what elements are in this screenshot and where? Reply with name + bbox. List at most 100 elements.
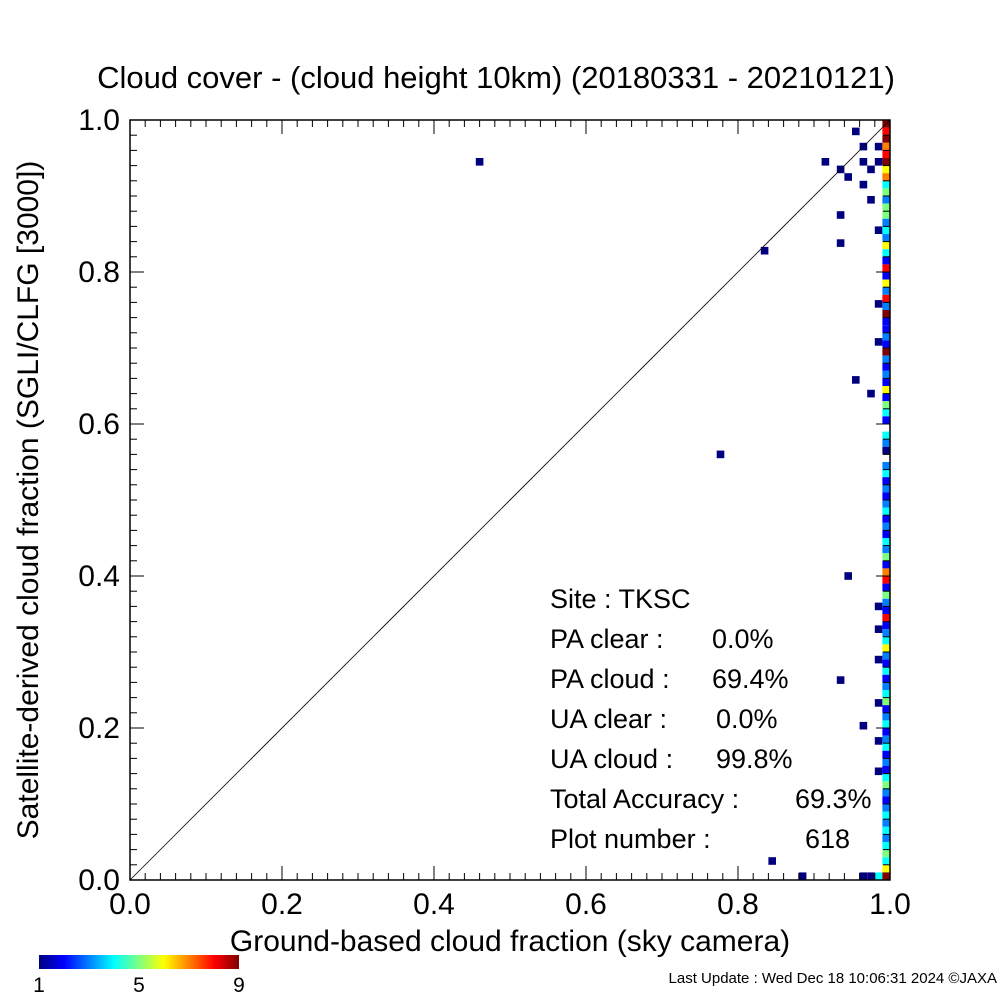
heatmap-cell (882, 401, 890, 409)
heatmap-cell (882, 218, 890, 227)
y-tick-label: 0.4 (78, 560, 120, 593)
heatmap-cell (874, 625, 883, 633)
heatmap-cell (882, 279, 890, 288)
plot-area: 0.0 0.2 0.4 0.6 0.8 1.0 0.0 0.2 0.4 0.6 0.8 1.0 (78, 104, 911, 921)
heatmap-cell (882, 370, 890, 379)
heatmap-cell (859, 872, 868, 880)
heatmap-cell (882, 416, 890, 424)
x-tick-label: 0.8 (717, 888, 759, 921)
heatmap-cell (882, 750, 890, 759)
heatmap-cell (882, 591, 890, 599)
heatmap-cell (859, 158, 868, 166)
colorbar-gradient (39, 955, 239, 969)
heatmap-cell (882, 348, 890, 356)
heatmap-cell (882, 158, 890, 166)
heatmap-cell (882, 826, 890, 835)
heatmap-cell (859, 180, 868, 189)
colorbar-max-label: 9 (233, 974, 245, 997)
heatmap-cell (882, 553, 890, 561)
heatmap-cell (882, 538, 890, 546)
heatmap-cell (882, 127, 890, 136)
heatmap-cell (882, 743, 890, 751)
heatmap-cell (882, 507, 890, 516)
y-tick-label: 0.0 (78, 864, 120, 897)
heatmap-cell (882, 614, 890, 622)
heatmap-cell (798, 872, 807, 880)
heatmap-cell (882, 226, 890, 234)
heatmap-cell (882, 629, 890, 637)
heatmap-cell (882, 393, 890, 402)
stat-label: PA clear : (550, 624, 664, 654)
heatmap-cell (836, 211, 845, 219)
stat-value: 0.0% (716, 704, 778, 734)
heatmap-cell (882, 705, 890, 713)
heatmap-cell (882, 484, 890, 493)
heatmap-cell (867, 872, 875, 880)
heatmap-cell (874, 300, 883, 308)
colorbar-mid-label: 5 (133, 974, 145, 997)
heatmap-cell (760, 246, 769, 255)
heatmap-cell (882, 697, 890, 706)
heatmap-cell (882, 576, 890, 584)
heatmap-cell (882, 180, 890, 189)
heatmap-cell (716, 450, 725, 459)
heatmap-cell (882, 621, 890, 630)
heatmap-cell (882, 758, 890, 766)
heatmap-cell (882, 234, 890, 242)
heatmap-cell (874, 872, 883, 880)
heatmap-cell (874, 655, 883, 664)
y-tick-label: 1.0 (78, 104, 120, 137)
chart-title: Cloud cover - (cloud height 10km) (20180… (97, 60, 895, 95)
heatmap-cell (882, 842, 890, 850)
heatmap-cell (882, 310, 890, 318)
heatmap-cell (882, 264, 890, 272)
heatmap-cell (836, 676, 845, 684)
heatmap-cell (882, 849, 890, 858)
heatmap-cell (882, 712, 890, 721)
stat-label: Plot number : (550, 824, 711, 854)
heatmap-cell (882, 667, 890, 675)
stat-label: UA cloud : (550, 744, 673, 774)
heatmap-cell (882, 203, 890, 212)
heatmap-cell (882, 659, 890, 668)
heatmap-cell (475, 158, 484, 166)
heatmap-cell (882, 408, 890, 417)
heatmap-cell (882, 796, 890, 804)
heatmap-cell (844, 173, 852, 181)
heatmap-cell (874, 158, 883, 166)
one-to-one-line (129, 119, 891, 881)
heatmap-cell (882, 173, 890, 181)
heatmap-cell (882, 530, 890, 538)
stat-label: PA cloud : (550, 664, 670, 694)
heatmap-cell (882, 386, 890, 394)
x-tick-label: 0.4 (413, 888, 455, 921)
heatmap-cell (882, 568, 890, 576)
heatmap-cell (882, 378, 890, 386)
stat-label: Total Accuracy : (550, 784, 739, 814)
colorbar (39, 955, 239, 969)
stat-value: 69.3% (795, 784, 872, 814)
stat-value: 0.0% (712, 624, 774, 654)
heatmap-cell (882, 340, 890, 348)
heatmap-cell (882, 804, 890, 812)
stat-label: UA clear : (550, 704, 667, 734)
heatmap-cell (882, 583, 890, 592)
heatmap-cell (882, 211, 890, 219)
heatmap-cell (882, 720, 890, 728)
stat-value: 99.8% (716, 744, 793, 774)
heatmap-cell (874, 767, 883, 776)
heatmap-cell (867, 196, 875, 204)
colorbar-min-label: 1 (33, 974, 45, 997)
heatmap-cell (882, 781, 890, 789)
heatmap-cell (882, 355, 890, 364)
heatmap-cell (882, 598, 890, 607)
heatmap-cell (882, 819, 890, 827)
heatmap-cell (882, 606, 890, 614)
heatmap-cell (882, 644, 890, 652)
heatmap-cell (874, 226, 883, 234)
heatmap-cell (882, 431, 890, 440)
heatmap-cell (882, 135, 890, 143)
heatmap-cell (882, 462, 890, 470)
heatmap-cell (882, 249, 890, 257)
